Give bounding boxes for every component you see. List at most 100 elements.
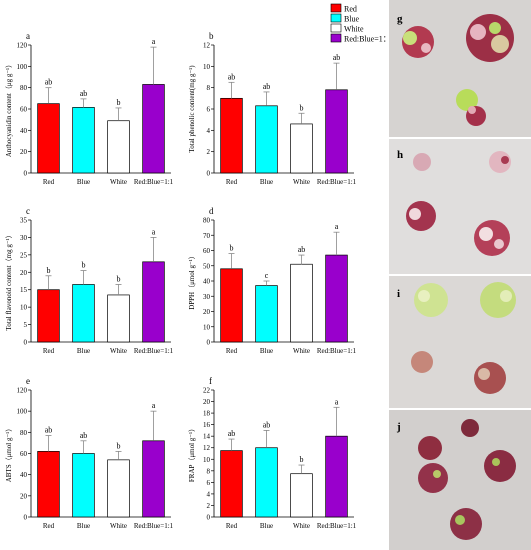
- x-category-label: Blue: [77, 522, 90, 530]
- x-category-label: Red:Blue=1:1: [134, 522, 174, 530]
- x-category-label: Red:Blue=1:1: [317, 347, 357, 355]
- y-tick-label: 8: [207, 467, 211, 475]
- bar: [255, 105, 278, 174]
- legend-label: White: [344, 25, 364, 34]
- y-tick-label: 2: [207, 148, 211, 156]
- y-tick-label: 35: [20, 217, 28, 225]
- significance-letter: ab: [45, 78, 53, 87]
- y-tick-label: 0: [207, 170, 211, 178]
- significance-letter: b: [300, 103, 304, 112]
- callus-cluster: [418, 436, 442, 460]
- y-axis-title: FRAP（μmol g⁻¹）: [188, 425, 196, 482]
- y-axis-title: Total phenolic content(mg g⁻¹): [188, 65, 196, 153]
- y-tick-label: 60: [20, 106, 28, 114]
- bar: [142, 440, 165, 518]
- y-tick-label: 6: [207, 106, 211, 114]
- y-tick-label: 0: [24, 514, 28, 522]
- x-category-label: White: [293, 178, 310, 186]
- y-tick-label: 15: [20, 286, 28, 294]
- bar: [255, 447, 278, 518]
- bar: [325, 254, 348, 343]
- y-tick-label: 60: [203, 247, 211, 255]
- x-category-label: Red: [226, 522, 238, 530]
- y-tick-label: 10: [203, 63, 211, 71]
- y-tick-label: 30: [20, 234, 28, 242]
- y-tick-label: 20: [203, 308, 211, 316]
- callus-cluster: [450, 508, 482, 540]
- callus-cluster: [414, 283, 448, 317]
- x-category-label: Red:Blue=1:1: [134, 347, 174, 355]
- significance-letter: ab: [80, 431, 88, 440]
- x-category-label: Red:Blue=1:1: [317, 522, 357, 530]
- callus-cluster: [461, 419, 479, 437]
- significance-letter: b: [117, 98, 121, 107]
- significance-letter: ab: [228, 72, 236, 81]
- significance-letter: ab: [80, 89, 88, 98]
- x-category-label: Blue: [260, 347, 273, 355]
- significance-letter: a: [152, 227, 156, 236]
- significance-letter: a: [152, 37, 156, 46]
- y-tick-label: 60: [20, 450, 28, 458]
- y-axis-title: Anthocyanidin content（μg g⁻¹）: [5, 61, 13, 157]
- callus-cluster: [474, 220, 510, 256]
- y-axis-title: ABTS（μmol g⁻¹）: [5, 425, 13, 483]
- y-tick-label: 22: [203, 387, 211, 395]
- y-tick-label: 0: [207, 514, 211, 522]
- y-tick-label: 80: [20, 429, 28, 437]
- callus-cluster: [474, 362, 506, 394]
- significance-letter: ab: [263, 82, 271, 91]
- y-tick-label: 16: [203, 421, 211, 429]
- legend-item-white: White: [330, 23, 364, 34]
- significance-letter: ab: [263, 420, 271, 429]
- legend-label: Red: [344, 5, 357, 14]
- panel-letter: d: [209, 206, 214, 216]
- y-tick-label: 6: [207, 479, 211, 487]
- y-tick-label: 70: [203, 232, 211, 240]
- x-category-label: Red: [43, 347, 55, 355]
- bar: [72, 107, 95, 174]
- x-category-label: Red: [43, 522, 55, 530]
- bar: [107, 294, 130, 343]
- bar: [290, 123, 313, 174]
- photo-column: g h i: [389, 0, 531, 550]
- bar: [142, 84, 165, 174]
- bar: [107, 120, 130, 174]
- significance-letter: b: [300, 455, 304, 464]
- bar: [290, 263, 313, 343]
- chart-panel-b: b 0 2 4 6 8 10 12 Total phenolic content(mg g⁻¹)…: [188, 31, 357, 186]
- x-category-label: Blue: [77, 178, 90, 186]
- photo-label: j: [396, 421, 401, 433]
- y-tick-label: 0: [24, 339, 28, 347]
- callus-cluster: [418, 463, 448, 493]
- y-tick-label: 40: [203, 278, 211, 286]
- significance-letter: ab: [228, 429, 236, 438]
- y-tick-label: 120: [17, 42, 28, 50]
- y-tick-label: 30: [203, 293, 211, 301]
- panel-letter: e: [26, 376, 30, 386]
- y-tick-label: 100: [17, 408, 28, 416]
- legend: Red Blue White Red:Blue=1：1: [330, 3, 395, 44]
- bar: [37, 451, 60, 518]
- significance-letter: b: [117, 441, 121, 450]
- legend-item-blue: Blue: [330, 13, 360, 24]
- bar: [72, 284, 95, 343]
- photo-label: g: [397, 13, 403, 25]
- bar: [37, 103, 60, 174]
- significance-letter: a: [335, 222, 339, 231]
- x-category-label: White: [293, 347, 310, 355]
- bar: [220, 268, 243, 343]
- y-tick-label: 50: [203, 262, 211, 270]
- y-tick-label: 4: [207, 127, 211, 135]
- chart-panel-c: c 0 5 10 15 20 25 30 35 Total flavonoid content（m…: [5, 206, 174, 355]
- bar: [220, 450, 243, 518]
- y-tick-label: 80: [20, 84, 28, 92]
- chart-panel-d: d 0 10 20 30 40 50 60 70 80 DPPH（μmol g⁻¹） b Red c Blu…: [188, 206, 357, 355]
- y-tick-label: 20: [203, 398, 211, 406]
- bar: [325, 89, 348, 174]
- chart-panel-a: a 0 20 40 60 80 100 120 Anthocyanidin content（μg…: [5, 31, 174, 186]
- x-category-label: Red:Blue=1:1: [134, 178, 174, 186]
- y-tick-label: 20: [20, 148, 28, 156]
- y-axis-title: Total flavonoid content（mg g⁻¹）: [5, 231, 13, 330]
